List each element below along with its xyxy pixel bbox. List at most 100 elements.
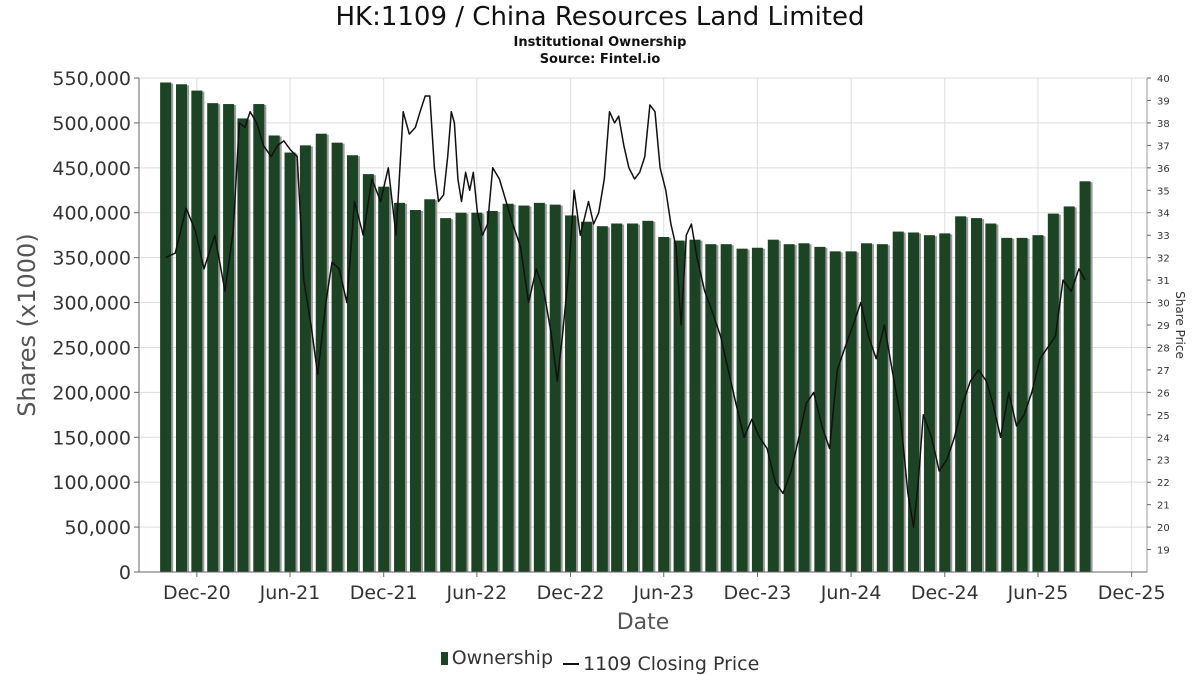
ownership-bar xyxy=(814,246,826,572)
ownership-bar xyxy=(955,216,967,572)
y2-tick-label: 37 xyxy=(1157,141,1170,152)
y2-tick-label: 26 xyxy=(1157,388,1170,399)
chart-source: Source: Fintel.io xyxy=(539,52,661,67)
y2-tick-label: 25 xyxy=(1157,411,1170,422)
ownership-bar xyxy=(409,210,421,573)
ownership-bar xyxy=(1032,235,1044,572)
ownership-bar xyxy=(268,135,280,572)
ownership-bar xyxy=(939,233,951,573)
ownership-bar xyxy=(237,118,249,572)
ownership-bar xyxy=(533,202,545,572)
ownership-bar xyxy=(860,243,872,573)
y-tick-label: 400,000 xyxy=(52,203,131,225)
ownership-bar xyxy=(1016,237,1028,573)
ownership-bar xyxy=(908,232,920,572)
y2-tick-label: 32 xyxy=(1157,254,1170,265)
ownership-bar xyxy=(596,226,608,572)
x-tick-label: Jun-23 xyxy=(632,582,694,604)
ownership-bar xyxy=(798,243,810,573)
ownership-bar xyxy=(783,244,795,572)
y2-tick-label: 19 xyxy=(1157,546,1170,557)
ownership-bar xyxy=(362,174,374,572)
y-tick-label: 250,000 xyxy=(52,337,131,359)
ownership-bar xyxy=(580,221,592,572)
y2-tick-label: 21 xyxy=(1157,501,1170,512)
y2-tick-label: 22 xyxy=(1157,478,1170,489)
y2-tick-label: 34 xyxy=(1157,209,1170,220)
chart-legend: Ownership 1109 Closing Price xyxy=(0,647,1200,675)
ownership-bar xyxy=(394,202,406,572)
legend-label-ownership: Ownership xyxy=(451,647,554,669)
chart-subtitle: Institutional Ownership xyxy=(513,35,687,50)
legend-swatch-ownership xyxy=(440,651,448,665)
ownership-bar xyxy=(971,218,983,572)
ownership-bar xyxy=(207,103,219,572)
y2-tick-label: 28 xyxy=(1157,343,1170,354)
x-axis-label: Date xyxy=(617,610,670,635)
ownership-bar xyxy=(829,251,841,572)
y2-tick-label: 23 xyxy=(1157,456,1170,467)
ownership-bar xyxy=(471,212,483,572)
ownership-bar xyxy=(627,223,639,573)
y2-tick-label: 38 xyxy=(1157,119,1170,130)
y-tick-label: 550,000 xyxy=(52,68,131,90)
ownership-bar xyxy=(751,247,763,573)
ownership-bar xyxy=(689,239,701,572)
ownership-bar xyxy=(191,90,203,572)
x-tick-label: Dec-22 xyxy=(537,582,605,604)
ownership-bar xyxy=(299,145,311,572)
y-tick-label: 50,000 xyxy=(65,517,131,539)
x-tick-label: Jun-21 xyxy=(259,582,321,604)
y2-tick-label: 24 xyxy=(1157,433,1170,444)
ownership-bar xyxy=(455,212,467,572)
ownership-bar xyxy=(767,239,779,572)
x-tick-label: Dec-25 xyxy=(1098,582,1166,604)
legend-item-ownership[interactable]: Ownership xyxy=(440,647,554,669)
ownership-bar xyxy=(705,244,717,572)
ownership-bar xyxy=(331,142,343,572)
x-tick-label: Dec-24 xyxy=(911,582,979,604)
y2-tick-label: 36 xyxy=(1157,164,1170,175)
chart-title: HK:1109 / China Resources Land Limited xyxy=(335,2,865,32)
ownership-bar xyxy=(549,204,561,573)
y2-axis-label: Share Price xyxy=(1173,291,1187,359)
y2-tick-label: 31 xyxy=(1157,276,1170,287)
ownership-bar xyxy=(160,82,172,572)
ownership-bar xyxy=(673,240,685,572)
y2-tick-label: 33 xyxy=(1157,231,1170,242)
price-line-layer xyxy=(165,95,1086,528)
legend-label-price: 1109 Closing Price xyxy=(583,652,760,675)
ownership-bar xyxy=(440,218,452,572)
y-tick-label: 100,000 xyxy=(52,472,131,494)
ownership-bar xyxy=(253,104,265,572)
ownership-bar xyxy=(223,104,235,572)
ownership-bar xyxy=(611,223,623,573)
ownership-bar xyxy=(518,205,530,573)
y2-tick-label: 35 xyxy=(1157,186,1170,197)
y2-tick-label: 20 xyxy=(1157,523,1170,534)
legend-item-price[interactable]: 1109 Closing Price xyxy=(563,653,759,675)
ownership-bar xyxy=(502,203,514,572)
x-tick-label: Dec-20 xyxy=(163,582,231,604)
ownership-bar xyxy=(565,215,577,572)
y2-tick-label: 30 xyxy=(1157,299,1170,310)
ownership-bar xyxy=(923,235,935,572)
y2-tick-label: 39 xyxy=(1157,96,1170,107)
ownership-bar xyxy=(720,244,732,572)
axes-layer: 0 50,000 100,000 150,000 200,000 250,000 300,0… xyxy=(52,68,1169,604)
x-tick-label: Jun-22 xyxy=(446,582,508,604)
ownership-bar xyxy=(175,84,187,573)
ownership-bar xyxy=(378,186,390,572)
x-tick-label: Dec-21 xyxy=(350,582,418,604)
ownership-bar xyxy=(284,152,296,573)
y-tick-label: 500,000 xyxy=(52,113,131,135)
ownership-bar xyxy=(346,155,358,572)
ownership-bar xyxy=(642,220,654,572)
x-tick-label: Jun-25 xyxy=(1007,582,1069,604)
ownership-bar xyxy=(424,199,436,572)
y-tick-label: 350,000 xyxy=(52,248,131,270)
ownership-bar xyxy=(1063,206,1075,572)
ownership-bar xyxy=(1047,213,1059,572)
ownership-bar xyxy=(486,210,498,572)
